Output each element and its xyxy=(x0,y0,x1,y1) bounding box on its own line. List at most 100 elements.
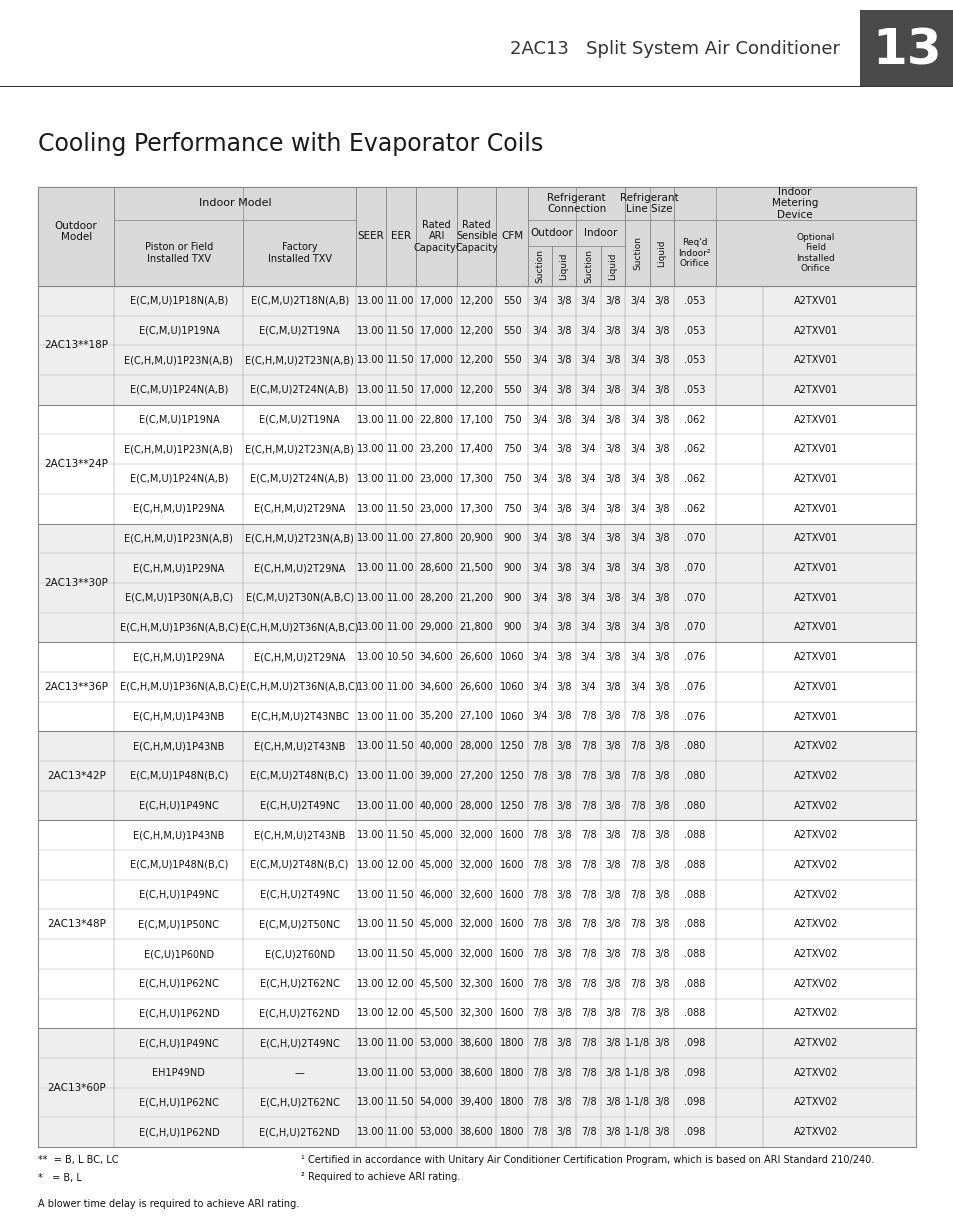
Text: 3/4: 3/4 xyxy=(629,534,645,544)
Text: 13.00: 13.00 xyxy=(356,622,384,632)
Bar xyxy=(38,821,915,850)
Text: Indoor: Indoor xyxy=(583,228,617,238)
Bar xyxy=(38,702,915,731)
Text: 13.00: 13.00 xyxy=(356,682,384,692)
Text: 40,000: 40,000 xyxy=(419,800,453,811)
Bar xyxy=(496,187,527,286)
Text: 1250: 1250 xyxy=(499,771,524,780)
Text: 7/8: 7/8 xyxy=(580,1097,596,1108)
Text: 3/4: 3/4 xyxy=(580,356,596,366)
Text: 28,600: 28,600 xyxy=(419,563,453,573)
Text: 3/4: 3/4 xyxy=(580,503,596,514)
Text: 3/4: 3/4 xyxy=(580,622,596,632)
Bar xyxy=(385,187,416,286)
Bar xyxy=(38,434,915,464)
Bar xyxy=(456,187,496,286)
Text: 13.00: 13.00 xyxy=(356,919,384,929)
Text: 3/4: 3/4 xyxy=(629,563,645,573)
Text: A2TXV02: A2TXV02 xyxy=(793,771,838,780)
Text: 7/8: 7/8 xyxy=(532,1128,547,1137)
Text: 35,200: 35,200 xyxy=(419,712,453,721)
Text: 3/8: 3/8 xyxy=(654,1128,669,1137)
Text: 3/4: 3/4 xyxy=(629,593,645,602)
Text: 17,300: 17,300 xyxy=(459,503,493,514)
Text: 3/8: 3/8 xyxy=(556,712,571,721)
Text: E(C,H,M,U)1P43NB: E(C,H,M,U)1P43NB xyxy=(133,831,224,840)
Text: 3/4: 3/4 xyxy=(629,652,645,663)
Text: 22,800: 22,800 xyxy=(419,415,453,425)
Text: E(C,H,U)2T62NC: E(C,H,U)2T62NC xyxy=(259,979,339,989)
Bar xyxy=(38,583,915,612)
Text: 3/8: 3/8 xyxy=(605,741,620,751)
Text: 3/8: 3/8 xyxy=(556,1067,571,1077)
Text: E(C,M,U)1P48N(B,C): E(C,M,U)1P48N(B,C) xyxy=(130,860,228,870)
Text: 3/4: 3/4 xyxy=(629,296,645,306)
Text: .076: .076 xyxy=(683,682,705,692)
Text: .098: .098 xyxy=(683,1128,704,1137)
Bar xyxy=(600,245,625,286)
Text: A2TXV02: A2TXV02 xyxy=(793,1128,838,1137)
Text: 3/8: 3/8 xyxy=(605,860,620,870)
Text: A2TXV01: A2TXV01 xyxy=(793,444,837,454)
Text: 12,200: 12,200 xyxy=(459,325,493,335)
Text: 2AC13*60P: 2AC13*60P xyxy=(47,1082,106,1092)
Text: E(C,H,U)1P49NC: E(C,H,U)1P49NC xyxy=(139,1038,218,1048)
Text: 7/8: 7/8 xyxy=(629,800,645,811)
Bar xyxy=(243,220,355,286)
Text: Liquid: Liquid xyxy=(608,253,617,280)
Text: A2TXV02: A2TXV02 xyxy=(793,860,838,870)
Text: 23,200: 23,200 xyxy=(419,444,453,454)
Text: 7/8: 7/8 xyxy=(532,979,547,989)
Text: A2TXV02: A2TXV02 xyxy=(793,1038,838,1048)
Text: 2AC13   Split System Air Conditioner: 2AC13 Split System Air Conditioner xyxy=(510,39,840,58)
Text: 7/8: 7/8 xyxy=(629,919,645,929)
Text: 3/8: 3/8 xyxy=(654,741,669,751)
Text: .076: .076 xyxy=(683,712,705,721)
Text: 3/8: 3/8 xyxy=(605,919,620,929)
Text: .070: .070 xyxy=(683,534,705,544)
Text: E(C,H,M,U)2T23N(A,B): E(C,H,M,U)2T23N(A,B) xyxy=(245,356,354,366)
Text: A2TXV01: A2TXV01 xyxy=(793,622,837,632)
Bar xyxy=(38,405,915,434)
Text: 550: 550 xyxy=(502,385,521,395)
Text: 3/4: 3/4 xyxy=(580,682,596,692)
Text: 3/4: 3/4 xyxy=(532,444,547,454)
Text: ¹ Certified in accordance with Unitary Air Conditioner Certification Program, wh: ¹ Certified in accordance with Unitary A… xyxy=(301,1155,874,1164)
Text: 3/8: 3/8 xyxy=(654,979,669,989)
Text: A2TXV02: A2TXV02 xyxy=(793,831,838,840)
Bar xyxy=(38,880,915,909)
Text: 11.00: 11.00 xyxy=(387,563,415,573)
Text: Suction: Suction xyxy=(535,249,544,283)
Text: 13.00: 13.00 xyxy=(356,356,384,366)
Text: .062: .062 xyxy=(683,503,705,514)
Text: Suction: Suction xyxy=(633,236,641,270)
Text: 3/8: 3/8 xyxy=(556,474,571,483)
Text: 38,600: 38,600 xyxy=(459,1038,493,1048)
Text: 2AC13**18P: 2AC13**18P xyxy=(44,340,108,351)
Text: 7/8: 7/8 xyxy=(629,831,645,840)
Text: E(C,M,U)2T48N(B,C): E(C,M,U)2T48N(B,C) xyxy=(251,771,349,780)
Text: 3/8: 3/8 xyxy=(654,474,669,483)
Bar xyxy=(416,187,456,286)
Text: E(C,H,U)1P49NC: E(C,H,U)1P49NC xyxy=(139,890,218,899)
Text: 11.50: 11.50 xyxy=(387,325,415,335)
Text: E(C,H,U)1P62NC: E(C,H,U)1P62NC xyxy=(139,1097,218,1108)
Text: 900: 900 xyxy=(502,563,520,573)
Text: A2TXV02: A2TXV02 xyxy=(793,1097,838,1108)
Bar xyxy=(649,220,673,286)
Text: 3/8: 3/8 xyxy=(654,325,669,335)
Text: 3/4: 3/4 xyxy=(532,296,547,306)
Text: 40,000: 40,000 xyxy=(419,741,453,751)
Text: 13.00: 13.00 xyxy=(356,741,384,751)
Text: 3/8: 3/8 xyxy=(605,356,620,366)
Text: 13.00: 13.00 xyxy=(356,444,384,454)
Text: 32,300: 32,300 xyxy=(459,979,493,989)
Text: A2TXV02: A2TXV02 xyxy=(793,890,838,899)
Text: A2TXV02: A2TXV02 xyxy=(793,1067,838,1077)
Text: .053: .053 xyxy=(683,325,705,335)
Text: E(C,H,M,U)2T29NA: E(C,H,M,U)2T29NA xyxy=(253,563,345,573)
Text: 3/8: 3/8 xyxy=(654,919,669,929)
Text: 3/8: 3/8 xyxy=(605,831,620,840)
Text: 3/8: 3/8 xyxy=(654,593,669,602)
Text: 13.00: 13.00 xyxy=(356,1067,384,1077)
